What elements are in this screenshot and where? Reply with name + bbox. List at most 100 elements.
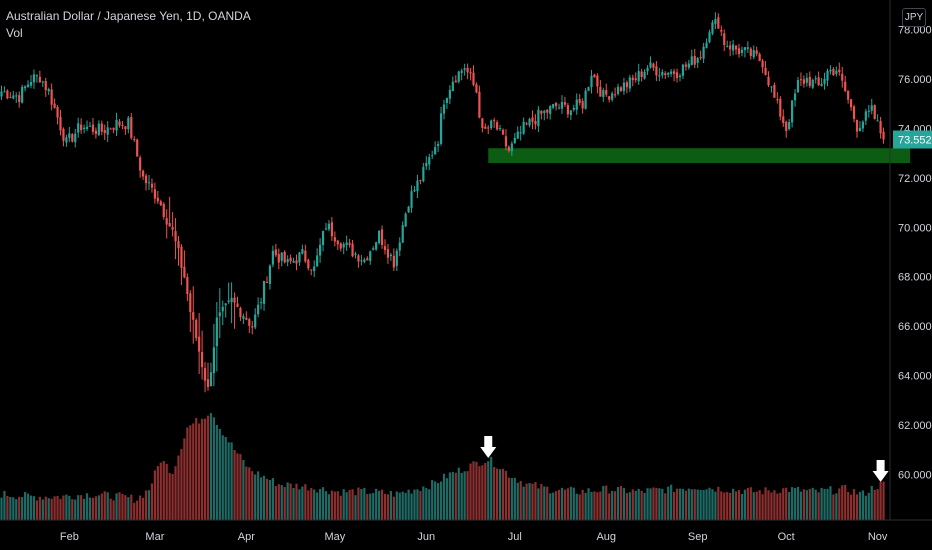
volume-bars: [0, 413, 885, 520]
volume-bar: [59, 498, 62, 520]
volume-bar: [478, 466, 481, 520]
candle-body: [501, 129, 505, 135]
volume-bar: [870, 485, 873, 520]
candle-body: [198, 336, 201, 352]
volume-bar: [670, 484, 673, 520]
time-axis[interactable]: Feb Mar Apr May Jun Jul Aug Sep Oct Nov: [60, 531, 888, 543]
candle-body: [552, 104, 555, 108]
candle-body: [295, 260, 298, 264]
volume-bar: [121, 493, 124, 520]
volume-bar: [286, 482, 289, 520]
volume-bar: [348, 489, 351, 520]
volume-bar: [139, 495, 142, 520]
volume-bar: [41, 499, 44, 520]
candle-body: [363, 259, 366, 263]
volume-bar: [271, 478, 274, 520]
candle-body: [498, 128, 502, 130]
volume-bar: [431, 480, 434, 520]
candle-body: [180, 246, 183, 268]
candle-body: [150, 183, 154, 188]
volume-bar: [307, 490, 310, 520]
volume-bar: [690, 489, 693, 520]
candle-body: [313, 266, 316, 272]
candle-body: [876, 120, 879, 122]
candle-body: [304, 250, 307, 262]
volume-bar: [212, 417, 215, 520]
candle-body: [832, 68, 835, 76]
volume-bar: [363, 487, 366, 520]
volume-bar: [844, 484, 847, 520]
volume-bar: [493, 466, 496, 520]
volume-indicator-label[interactable]: Vol: [6, 26, 23, 40]
volume-bar: [867, 492, 870, 520]
candle-body: [91, 124, 95, 132]
candle-body: [879, 120, 882, 134]
volume-bar: [649, 488, 652, 520]
symbol-title[interactable]: Australian Dollar / Japanese Yen, 1D, OA…: [6, 9, 251, 23]
volume-bar: [675, 488, 679, 520]
candle-body: [746, 47, 749, 49]
price-axis[interactable]: 78.00076.00074.00072.00070.00068.00066.0…: [898, 25, 932, 482]
volume-bar: [646, 488, 649, 520]
candle-body: [478, 91, 481, 118]
candle-body: [351, 243, 354, 257]
volume-bar: [850, 494, 853, 520]
volume-bar: [522, 486, 525, 520]
volume-bar: [410, 493, 413, 520]
volume-bar: [351, 489, 354, 520]
volume-bar: [814, 489, 817, 520]
candle-body: [838, 69, 841, 73]
volume-bar: [858, 491, 862, 520]
volume-bar: [224, 437, 227, 520]
volume-bar: [330, 490, 333, 520]
candle-body: [451, 81, 454, 92]
volume-bar: [705, 489, 708, 520]
volume-bar: [35, 500, 38, 520]
candle-body: [454, 80, 457, 83]
volume-bar: [519, 480, 522, 520]
candle-body: [791, 100, 794, 123]
candle-body: [201, 352, 204, 368]
volume-bar: [631, 489, 634, 520]
candle-body: [507, 146, 510, 151]
volume-bar: [242, 459, 245, 520]
currency-badge[interactable]: JPY: [902, 8, 926, 27]
volume-bar: [268, 480, 272, 520]
candle-body: [864, 111, 867, 121]
candle-body: [773, 84, 776, 98]
price-tick-label: 76.000: [898, 74, 932, 86]
candle-body: [378, 230, 381, 244]
volume-bar: [637, 488, 640, 520]
volume-bar: [528, 483, 531, 520]
time-tick-label: Feb: [60, 531, 79, 543]
volume-bar: [239, 454, 242, 520]
volume-bar: [829, 486, 832, 520]
candle-body: [88, 125, 92, 127]
candle-body: [844, 81, 847, 92]
candle-body: [53, 103, 56, 108]
volume-bar: [484, 463, 487, 520]
volume-bar: [861, 490, 864, 520]
candle-body: [434, 147, 437, 155]
candle-body: [94, 130, 97, 134]
volume-bar: [142, 497, 145, 520]
price-tick-label: 64.000: [898, 370, 932, 382]
volume-bar: [684, 490, 687, 520]
volume-bar: [673, 491, 676, 520]
candle-body: [622, 82, 626, 92]
candle-body: [380, 229, 384, 246]
candle-body: [504, 136, 508, 147]
candle-body: [254, 314, 257, 328]
volume-bar: [563, 489, 567, 520]
candle-body: [531, 117, 534, 122]
volume-bar: [56, 495, 59, 520]
candle-body: [186, 277, 189, 295]
candle-body: [439, 113, 443, 144]
volume-bar: [466, 471, 469, 520]
volume-bar: [584, 492, 587, 520]
volume-bar: [201, 418, 204, 520]
candle-body: [714, 19, 717, 24]
volume-bar: [38, 496, 41, 520]
volume-bar: [74, 499, 77, 520]
